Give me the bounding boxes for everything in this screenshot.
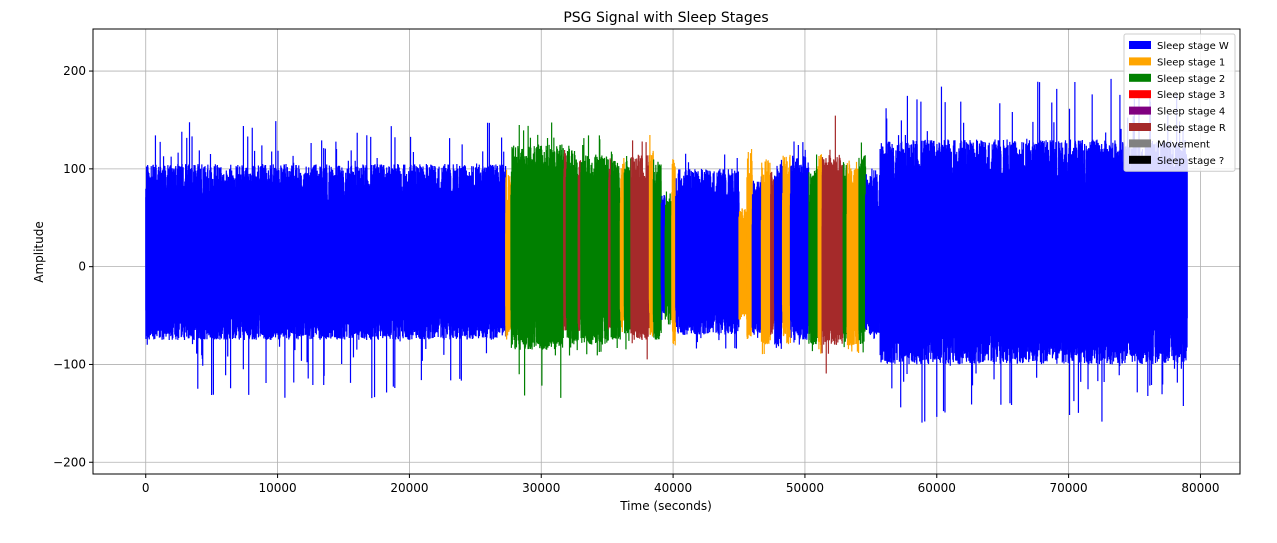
plot-frame [92,28,1241,475]
legend-swatch [1129,106,1151,115]
legend-label: Sleep stage 1 [1157,57,1225,68]
legend-swatch [1129,139,1151,148]
trace-segment [580,135,610,356]
trace-segment [738,208,748,320]
x-axis-ticks: 0 10000 20000 30000 40000 50000 60000 70000 8000… [142,474,1220,495]
y-axis-ticks: −200 −100 0 100 200 [53,64,93,469]
chart-title: PSG Signal with Sleep Stages [563,10,768,26]
trace-segment [789,141,810,345]
trace-segment [664,191,673,325]
y-tick-label: −100 [53,357,86,371]
legend-label: Movement [1157,139,1210,150]
y-tick-label: 0 [78,260,86,274]
x-tick-label: 80000 [1181,481,1219,495]
legend-swatch [1129,41,1151,49]
trace-segment [565,145,579,356]
legend-label: Sleep stage 3 [1157,90,1225,101]
x-axis-title: Time (seconds) [619,499,712,513]
x-tick-label: 60000 [918,481,956,495]
trace-segment [770,171,776,335]
legend-swatch [1129,57,1151,66]
signal-traces [145,78,1188,423]
y-tick-label: 200 [63,64,86,78]
trace-segment [619,158,625,333]
trace-segment [623,156,632,350]
trace-segment [652,159,662,340]
trace-segment [821,115,844,374]
legend-label: Sleep stage 4 [1157,107,1225,118]
y-axis-title: Amplitude [32,221,46,283]
legend-label: Sleep stage ? [1157,156,1224,167]
trace-segment [858,142,867,353]
legend-swatch [1129,73,1151,82]
trace-segment [145,121,507,399]
trace-segment [746,148,753,339]
trace-segment [751,176,763,338]
legend-swatch [1129,90,1151,99]
legend: Sleep stage W Sleep stage 1 Sleep stage 2 S… [1123,33,1236,172]
trace-segment [846,160,860,354]
trace-segment [675,153,740,349]
trace-segment [864,168,881,339]
trace-segment [510,122,565,398]
trace-segment [505,169,512,340]
trace-segment [781,154,792,345]
trace-segment [817,154,823,354]
trace-segment [774,159,784,349]
legend-swatch [1129,155,1151,164]
x-tick-label: 30000 [522,481,560,495]
legend-box [1123,33,1236,172]
legend-label: Sleep stage W [1157,41,1229,52]
trace-segment [842,162,848,348]
y-tick-label: 100 [63,162,86,176]
trace-segment [648,135,654,337]
legend-label: Sleep stage 2 [1157,74,1225,85]
trace-segment [630,140,650,360]
legend-label: Sleep stage R [1157,123,1226,134]
trace-segment [610,151,621,348]
trace-segment [879,78,1188,423]
x-tick-label: 70000 [1050,481,1088,495]
legend-swatch [1129,123,1151,131]
x-tick-label: 20000 [390,481,428,495]
x-tick-label: 50000 [786,481,824,495]
x-tick-label: 10000 [258,481,296,495]
trace-segment [760,159,772,355]
x-tick-label: 40000 [654,481,692,495]
trace-segment [671,159,677,346]
trace-segment [808,154,819,352]
trace-segment [660,195,666,320]
x-tick-label: 0 [142,481,150,495]
y-tick-label: −200 [53,455,86,469]
